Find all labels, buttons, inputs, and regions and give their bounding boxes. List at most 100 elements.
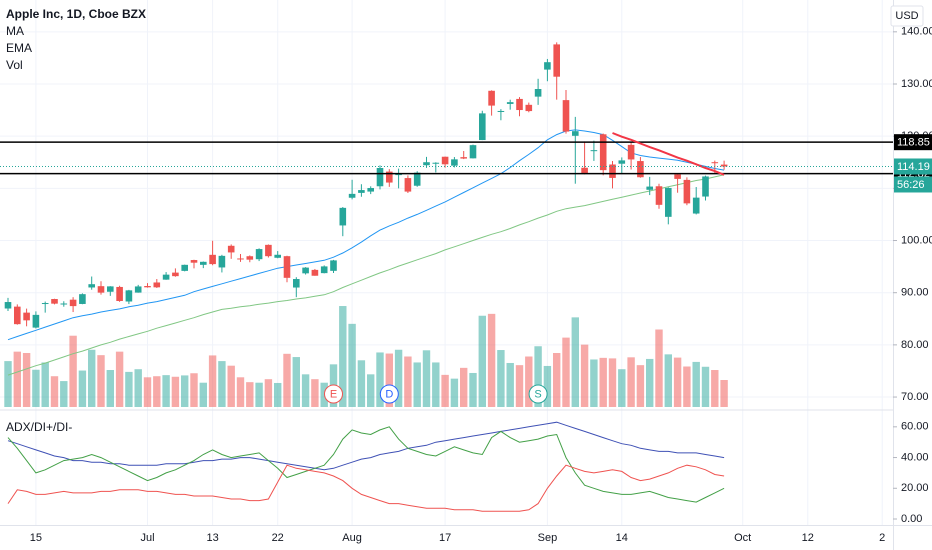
volume-bar (608, 358, 617, 407)
volume-bar (543, 365, 552, 407)
candle-body (4, 302, 12, 309)
volume-bar (692, 361, 700, 407)
volume-bar (646, 358, 654, 407)
indicator-line (7, 421, 725, 471)
volume-bar (199, 382, 207, 407)
last-price-box (894, 158, 932, 175)
candle-body (218, 255, 226, 268)
volume-bar (97, 355, 105, 407)
candle-body (227, 245, 235, 253)
candle-body (358, 190, 365, 193)
candle-body (702, 176, 709, 197)
volume-bar (357, 360, 366, 407)
ma-line (7, 174, 725, 376)
candle-body (311, 269, 319, 276)
candle-body (293, 279, 300, 288)
volume-bar (562, 337, 570, 407)
volume-bar (301, 374, 310, 407)
volume-bar (394, 349, 403, 407)
countdown: 56:26 (897, 179, 925, 191)
candle-body (460, 157, 467, 159)
trendline (612, 132, 725, 176)
candle-body (162, 274, 170, 280)
volume-bar (385, 353, 393, 407)
candle-body (107, 286, 114, 292)
candle-body (674, 174, 681, 179)
x-tick-label: 12 (802, 532, 814, 544)
event-label: S (534, 388, 541, 400)
candle-body (69, 299, 77, 307)
volume-bar (311, 379, 319, 407)
event-marker (324, 384, 343, 404)
volume-bar (478, 315, 486, 407)
volume-bar (432, 362, 440, 407)
event-label: E (330, 388, 337, 400)
last-price-label: 114.19 (897, 161, 930, 173)
volume-bar (125, 371, 133, 407)
candle-body (562, 100, 570, 132)
volume-bar (134, 369, 142, 407)
candle-body (283, 256, 291, 278)
volume-bar (50, 376, 59, 407)
candle-body (181, 264, 188, 271)
candle-body (246, 256, 254, 260)
y-tick-label: 40.00 (901, 451, 929, 463)
volume-bar (190, 373, 198, 407)
candle-body (190, 260, 198, 263)
currency[interactable]: USD (895, 10, 918, 22)
candle-body (516, 98, 523, 111)
volume-bar (246, 382, 254, 407)
candle-body (665, 187, 672, 217)
volume-bar (683, 366, 691, 407)
indicator-line (7, 464, 725, 512)
event-marker (528, 384, 548, 404)
volume-bar (664, 354, 672, 407)
volume-bar (580, 344, 589, 407)
candle-body (60, 303, 68, 305)
candle-body (320, 266, 328, 274)
volume-bar (376, 352, 384, 407)
y-tick-label: 0.00 (901, 513, 922, 525)
volume-bar (181, 375, 189, 407)
volume-bar (655, 329, 663, 407)
volume-bar (487, 313, 496, 407)
y-tick-label: 60.00 (901, 421, 929, 433)
candle-body (599, 134, 607, 171)
candle-body (506, 102, 514, 104)
x-tick-label: 2 (879, 532, 885, 544)
legend-entry: EMA (6, 41, 32, 55)
indicator-title: ADX/DI+/DI- (6, 420, 72, 434)
volume-bar (115, 351, 124, 407)
candle-body (497, 110, 505, 112)
volume-bar (171, 376, 180, 407)
x-tick-label: 13 (206, 532, 218, 544)
candle-body (413, 172, 421, 186)
volume-bar (534, 346, 542, 407)
candle-body (153, 282, 161, 288)
volume-bar (720, 380, 728, 407)
candle-body (441, 156, 449, 165)
x-tick-label: 15 (30, 532, 42, 544)
symbol-title: Apple Inc, 1D, Cboe BZX (6, 7, 146, 21)
level-label: 118.85 (897, 137, 930, 149)
candle-body (655, 186, 663, 205)
volume-bar (413, 362, 421, 407)
x-tick-label: 22 (272, 532, 284, 544)
legend-entry: Vol (6, 58, 23, 72)
candle-body (395, 174, 402, 176)
y-tick-label: 100.00 (901, 234, 932, 246)
candle-body (534, 89, 542, 97)
candle-body (23, 312, 30, 321)
volume-bar (618, 369, 626, 407)
candle-body (572, 131, 579, 136)
candle-body (581, 167, 588, 174)
candle-body (200, 261, 207, 265)
volume-bar (497, 350, 505, 407)
candle-body (255, 249, 263, 260)
volume-bar (590, 359, 598, 407)
currency-box[interactable] (890, 5, 924, 27)
event-label: D (385, 388, 393, 400)
indicator-line (7, 426, 725, 503)
volume-bar (441, 374, 449, 407)
